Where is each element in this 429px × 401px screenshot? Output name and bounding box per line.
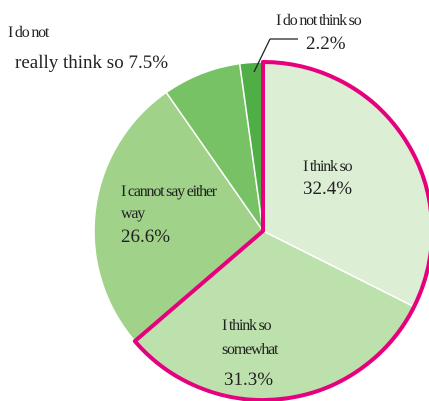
- pie-slices: [93, 61, 429, 401]
- slice-label-i-think-so-somewhat-line1: I think so: [222, 317, 272, 334]
- slice-label-i-do-not-think-so: I do not think so: [276, 12, 362, 29]
- slice-label-i-think-so-somewhat-line2: somewhat: [222, 341, 278, 358]
- highlight-outline: [132, 60, 429, 401]
- slice-value-i-think-so: 32.4%: [303, 178, 353, 199]
- pie-slice-i-cannot-say-either-way: [93, 91, 265, 343]
- slice-label-cannot-say-line1: I cannot say either: [121, 183, 217, 200]
- slice-value-i-do-not-think-so: 2.2%: [306, 33, 346, 54]
- slice-label-not-really-line2: really think so 7.5%: [15, 52, 169, 73]
- slice-label-i-think-so: I think so: [303, 158, 353, 175]
- slice-value-i-think-so-somewhat: 31.3%: [224, 369, 274, 390]
- slice-value-cannot-say: 26.6%: [121, 226, 171, 247]
- slice-label-not-really-line1: I do not: [8, 24, 49, 41]
- slice-value-not-really: 7.5%: [128, 52, 169, 73]
- leader-line: [253, 38, 271, 73]
- slice-label-cannot-say-line2: way: [121, 205, 145, 222]
